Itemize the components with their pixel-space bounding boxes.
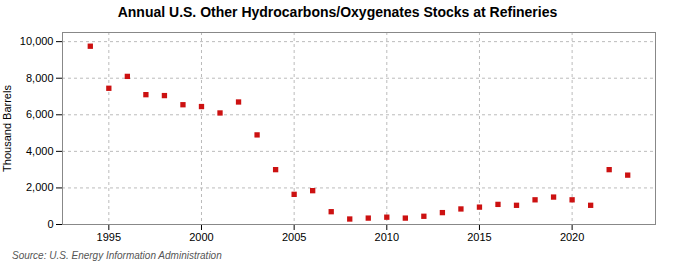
- svg-text:2015: 2015: [467, 231, 491, 243]
- svg-text:6,000: 6,000: [26, 108, 54, 120]
- svg-text:2005: 2005: [282, 231, 306, 243]
- svg-text:10,000: 10,000: [20, 35, 54, 47]
- svg-text:4,000: 4,000: [26, 145, 54, 157]
- svg-text:2010: 2010: [375, 231, 399, 243]
- html-text:Annual U.S. Other Hydrocarbons: Annual U.S. Other Hydrocarbons/Oxygenate…: [117, 4, 558, 20]
- svg-text:8,000: 8,000: [26, 72, 54, 84]
- svg-text:2,000: 2,000: [26, 181, 54, 193]
- svg-text:2020: 2020: [560, 231, 584, 243]
- svg-text:2000: 2000: [189, 231, 213, 243]
- html-text:Source: U.S. Energy Informatio: Source: U.S. Energy Information Administ…: [12, 250, 222, 261]
- svg-text:Thousand Barrels: Thousand Barrels: [1, 85, 13, 172]
- svg-text:1995: 1995: [97, 231, 121, 243]
- svg-text:0: 0: [47, 218, 53, 230]
